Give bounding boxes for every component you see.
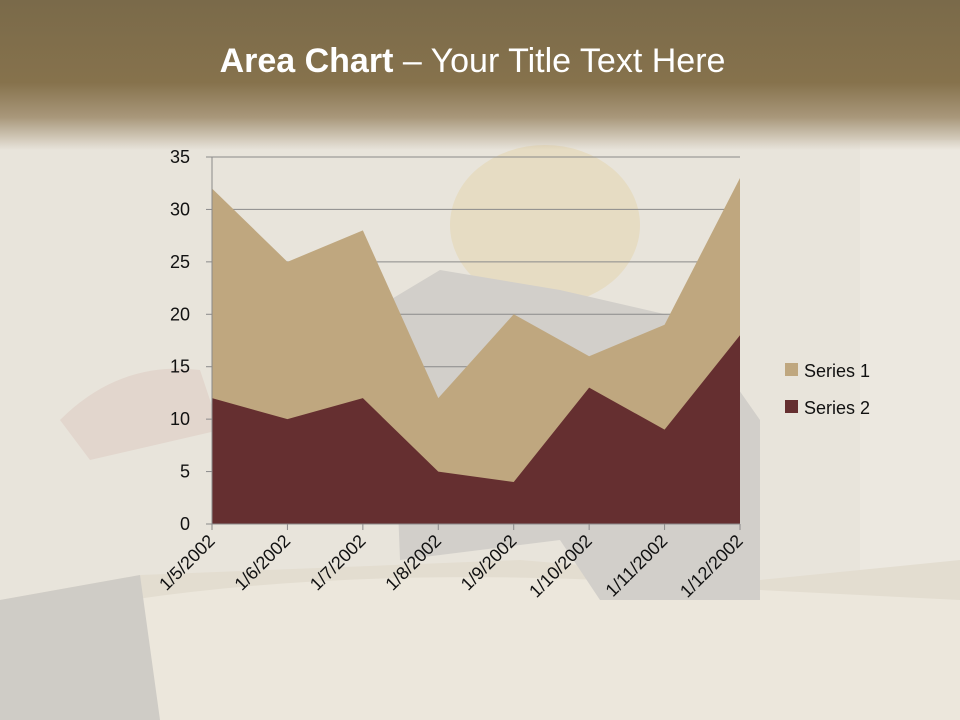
title-bold: Area Chart [219,42,394,80]
slide-title: Area Chart – Your Title Text Here [0,42,945,81]
legend-swatch [785,400,798,413]
title-rest: – Your Title Text Here [393,42,726,80]
x-tick-label: 1/10/2002 [525,531,596,602]
y-tick-label: 20 [170,304,190,324]
x-tick-label: 1/12/2002 [676,531,747,602]
legend-swatch [785,363,798,376]
x-tick-label: 1/11/2002 [602,531,672,601]
legend-label: Series 2 [804,398,870,418]
y-tick-label: 0 [180,514,190,534]
y-tick-label: 10 [170,409,190,429]
title-bar [0,0,960,150]
x-tick-label: 1/7/2002 [306,531,370,595]
series-area-2 [212,335,740,524]
x-tick-label: 1/5/2002 [155,531,219,595]
x-tick-label: 1/9/2002 [457,531,521,595]
y-tick-label: 25 [170,252,190,272]
x-tick-label: 1/6/2002 [231,531,295,595]
x-tick-label: 1/8/2002 [381,531,445,595]
y-tick-label: 30 [170,199,190,219]
legend-label: Series 1 [804,361,870,381]
y-tick-label: 35 [170,147,190,167]
y-tick-label: 15 [170,357,190,377]
y-tick-label: 5 [180,462,190,482]
